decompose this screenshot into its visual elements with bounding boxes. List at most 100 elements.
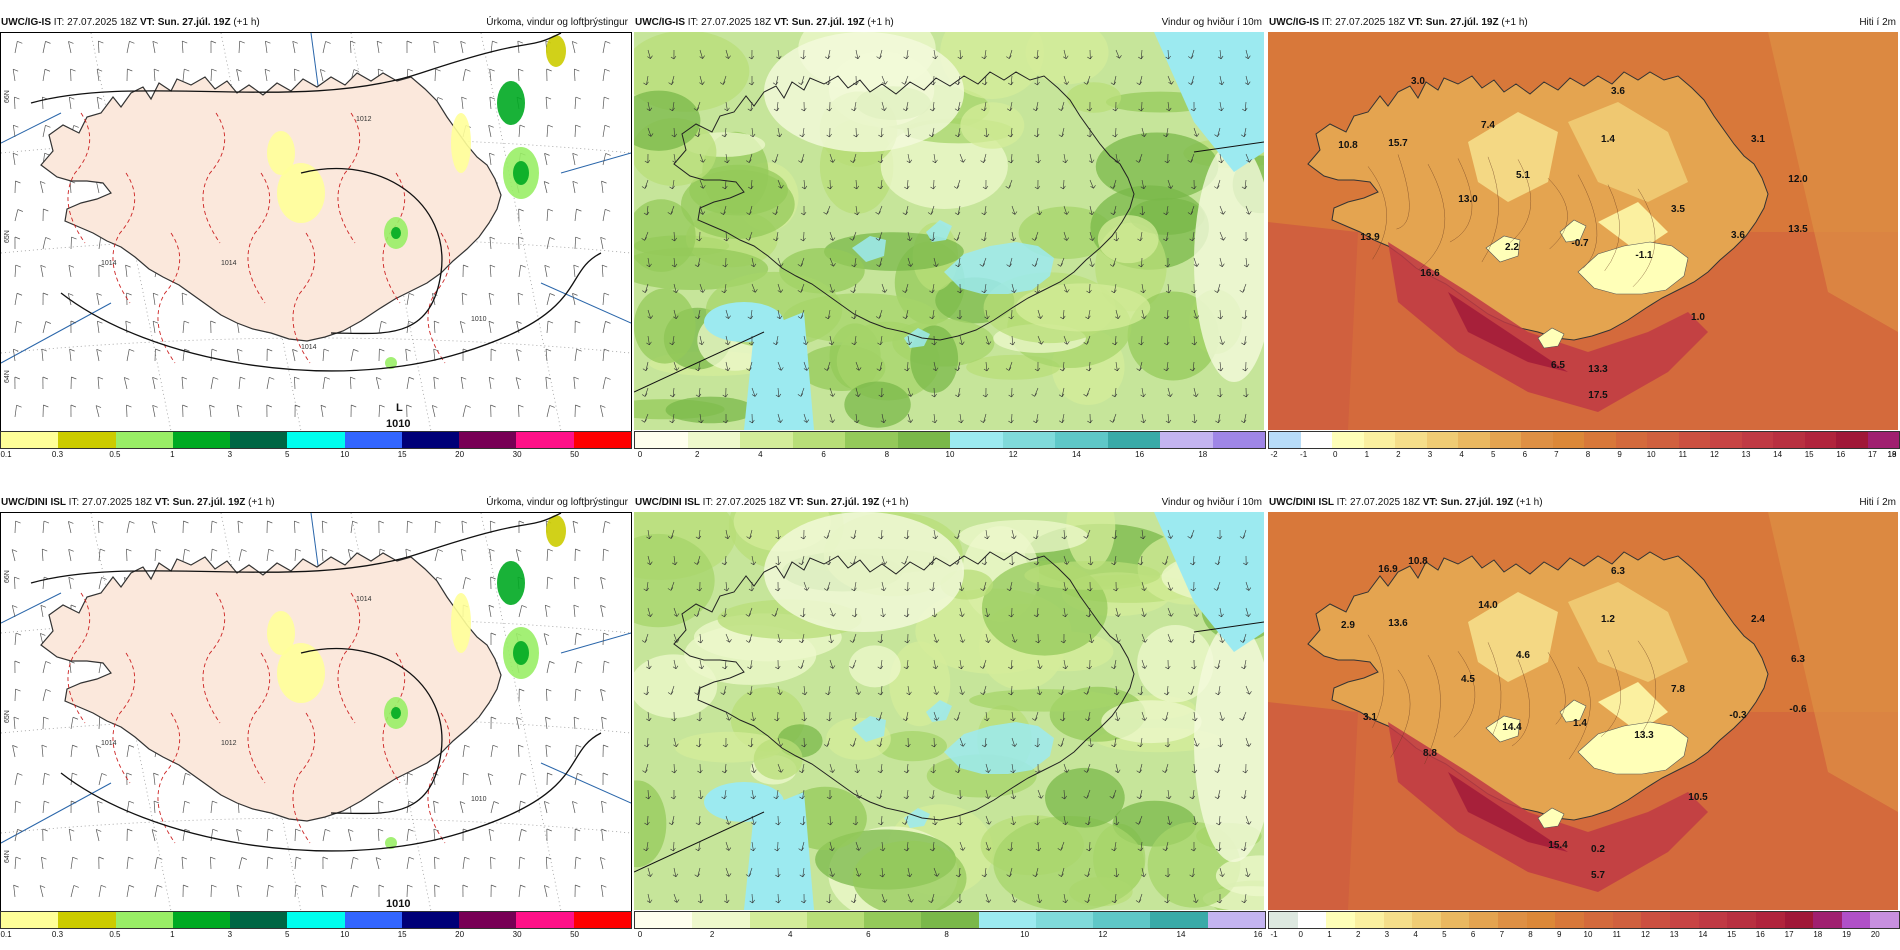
model-name: UWC/IG-IS — [1, 17, 51, 28]
it-value: 27.07.2025 18Z — [81, 497, 153, 508]
map-panel-temp: UWC/IG-IS IT: 27.07.2025 18Z VT: Sun. 27… — [1268, 14, 1900, 469]
colorbar-swatch — [1395, 432, 1427, 448]
colorbar-swatch — [1584, 432, 1616, 448]
temperature-value: 17.5 — [1588, 390, 1608, 401]
colorbar-tick-label: 14 — [1698, 930, 1708, 939]
colorbar-tick-label: 1 — [170, 930, 175, 939]
colorbar-swatch — [1741, 432, 1773, 448]
vt-label: VT: — [1407, 17, 1423, 28]
colorbar-ticks: 0 2 4 6 8 10 12 14 16 — [634, 930, 1266, 942]
colorbar-swatch — [1615, 432, 1647, 448]
panel-header: UWC/IG-IS IT: 27.07.2025 18Z VT: Sun. 27… — [1268, 14, 1900, 32]
colorbar-swatch — [58, 432, 116, 448]
temperature-value: 3.1 — [1751, 134, 1765, 145]
map-panel-temp: UWC/DINI ISL IT: 27.07.2025 18Z VT: Sun.… — [1268, 494, 1900, 949]
colorbar-ticks: -2 -1 0 1 2 3 4 5 6 7 8 9 10 11 12 13 14 15 16 17 18 19 — [1268, 450, 1900, 462]
colorbar-swatch — [1498, 912, 1527, 928]
colorbar-swatch — [516, 432, 574, 448]
colorbar-swatch — [1727, 912, 1756, 928]
colorbar-swatch — [692, 912, 750, 928]
temperature-value: 0.2 — [1591, 844, 1605, 855]
colorbar-swatch — [115, 912, 173, 928]
isobar-label: 1014 — [221, 260, 237, 267]
lead-time: (+1 h) — [1516, 497, 1543, 508]
colorbar-tick-label: 7 — [1499, 930, 1505, 939]
map-area[interactable]: 10.8 6.3 14.0 2.9 13.6 1.2 2.4 6.3 4.6 4.5 7.8 3.1 1… — [1268, 512, 1898, 910]
it-label: IT: — [702, 497, 714, 508]
colorbar-swatch — [1836, 432, 1868, 448]
colorbar-tick-label: -1 — [1270, 930, 1278, 939]
colorbar-tick-label: 12 — [1008, 450, 1018, 459]
colorbar-tick-label: 10 — [1583, 930, 1593, 939]
colorbar-tick-label: -1 — [1300, 450, 1308, 459]
colorbar-swatch — [1, 912, 59, 928]
colorbar-swatch — [1641, 912, 1670, 928]
colorbar-swatch — [1363, 432, 1395, 448]
colorbar-swatch — [1458, 432, 1490, 448]
temperature-value: 1.2 — [1601, 614, 1615, 625]
colorbar-tick-label: 5 — [1490, 450, 1496, 459]
colorbar-swatch — [1354, 912, 1384, 928]
map-area[interactable] — [634, 512, 1264, 910]
temperature-value: 6.3 — [1611, 566, 1625, 577]
colorbar-swatch — [635, 912, 693, 928]
panel-header: UWC/DINI ISL IT: 27.07.2025 18Z VT: Sun.… — [634, 494, 1266, 512]
colorbar-swatch — [1555, 912, 1585, 928]
colorbar-swatch — [459, 432, 517, 448]
low-pressure-value: 1010 — [386, 898, 410, 910]
panel-timestamp: UWC/IG-IS IT: 27.07.2025 18Z VT: Sun. 27… — [1269, 17, 1528, 28]
colorbar-tick-label: 3 — [227, 930, 233, 939]
map-area[interactable] — [634, 32, 1264, 430]
temperature-value: 1.4 — [1601, 134, 1615, 145]
colorbar-tick-label: 11 — [1612, 930, 1621, 939]
it-value: 27.07.2025 18Z — [715, 497, 787, 508]
temperature-value: 13.3 — [1588, 364, 1608, 375]
panel-title: Úrkoma, vindur og loftþrýstingur — [486, 17, 628, 28]
colorbar-tick-label: 10 — [1020, 930, 1030, 939]
model-name: UWC/IG-IS — [1269, 17, 1319, 28]
temperature-value: 1.0 — [1691, 312, 1705, 323]
latitude-label: 66N — [4, 570, 11, 583]
colorbar — [1268, 911, 1900, 929]
panel-title: Hiti í 2m — [1859, 497, 1896, 508]
low-pressure-value: 1010 — [386, 418, 410, 430]
isobar-label: 1012 — [221, 740, 237, 747]
temperature-value: 5.7 — [1591, 870, 1605, 881]
latitude-label: 65N — [4, 230, 11, 243]
colorbar-tick-label: 14 — [1773, 450, 1783, 459]
colorbar-swatch — [1297, 912, 1327, 928]
temperature-value: 13.5 — [1788, 224, 1808, 235]
map-area[interactable]: 1014 1014 1012 1010 1014 L 1010 66N 65N 64N — [0, 32, 632, 432]
temperature-value: -0.7 — [1571, 238, 1589, 249]
colorbar-tick-label: 0 — [637, 930, 643, 939]
colorbar-tick-label: 16 — [1253, 930, 1263, 939]
colorbar-tick-label: 15 — [1804, 450, 1814, 459]
colorbar-ticks: 0.1 0.3 0.5 1 3 5 10 15 20 30 50 — [0, 930, 632, 942]
vt-value: Sun. 27.júl. 19Z — [157, 17, 231, 28]
temperature-value: 1.4 — [1573, 718, 1587, 729]
panel-header: UWC/DINI ISL IT: 27.07.2025 18Z VT: Sun.… — [1268, 494, 1900, 512]
panel-timestamp: UWC/DINI ISL IT: 27.07.2025 18Z VT: Sun.… — [1269, 497, 1543, 508]
lead-time: (+1 h) — [867, 17, 894, 28]
isobar-label: 1014 — [101, 260, 117, 267]
map-canvas: 1014 1012 1014 1010 1010 66N 65N 64N — [1, 513, 631, 911]
colorbar-tick-label: -2 — [1270, 450, 1278, 459]
map-area[interactable]: 1014 1012 1014 1010 1010 66N 65N 64N — [0, 512, 632, 912]
colorbar-swatch — [1804, 432, 1836, 448]
colorbar-tick-label: 16 — [1755, 930, 1765, 939]
colorbar-tick-label: 19 — [1887, 450, 1897, 459]
map-canvas — [634, 512, 1264, 910]
colorbar-swatch — [115, 432, 173, 448]
latitude-label: 65N — [4, 710, 11, 723]
colorbar-swatch — [1584, 912, 1613, 928]
map-area[interactable]: 3.0 3.6 7.4 10.8 15.7 1.4 3.1 12.0 5.1 13.0 3.5 13.… — [1268, 32, 1898, 430]
colorbar-swatch — [1647, 432, 1679, 448]
colorbar-swatch — [1093, 912, 1151, 928]
panel-timestamp: UWC/DINI ISL IT: 27.07.2025 18Z VT: Sun.… — [1, 497, 275, 508]
colorbar-tick-label: 13 — [1741, 450, 1751, 459]
isobar-label: 1014 — [301, 344, 317, 351]
colorbar-ticks: 0.1 0.3 0.5 1 3 5 10 15 20 30 50 — [0, 450, 632, 462]
colorbar-tick-label: 1 — [170, 450, 175, 459]
lead-time: (+1 h) — [1501, 17, 1528, 28]
panel-title: Hiti í 2m — [1859, 17, 1896, 28]
